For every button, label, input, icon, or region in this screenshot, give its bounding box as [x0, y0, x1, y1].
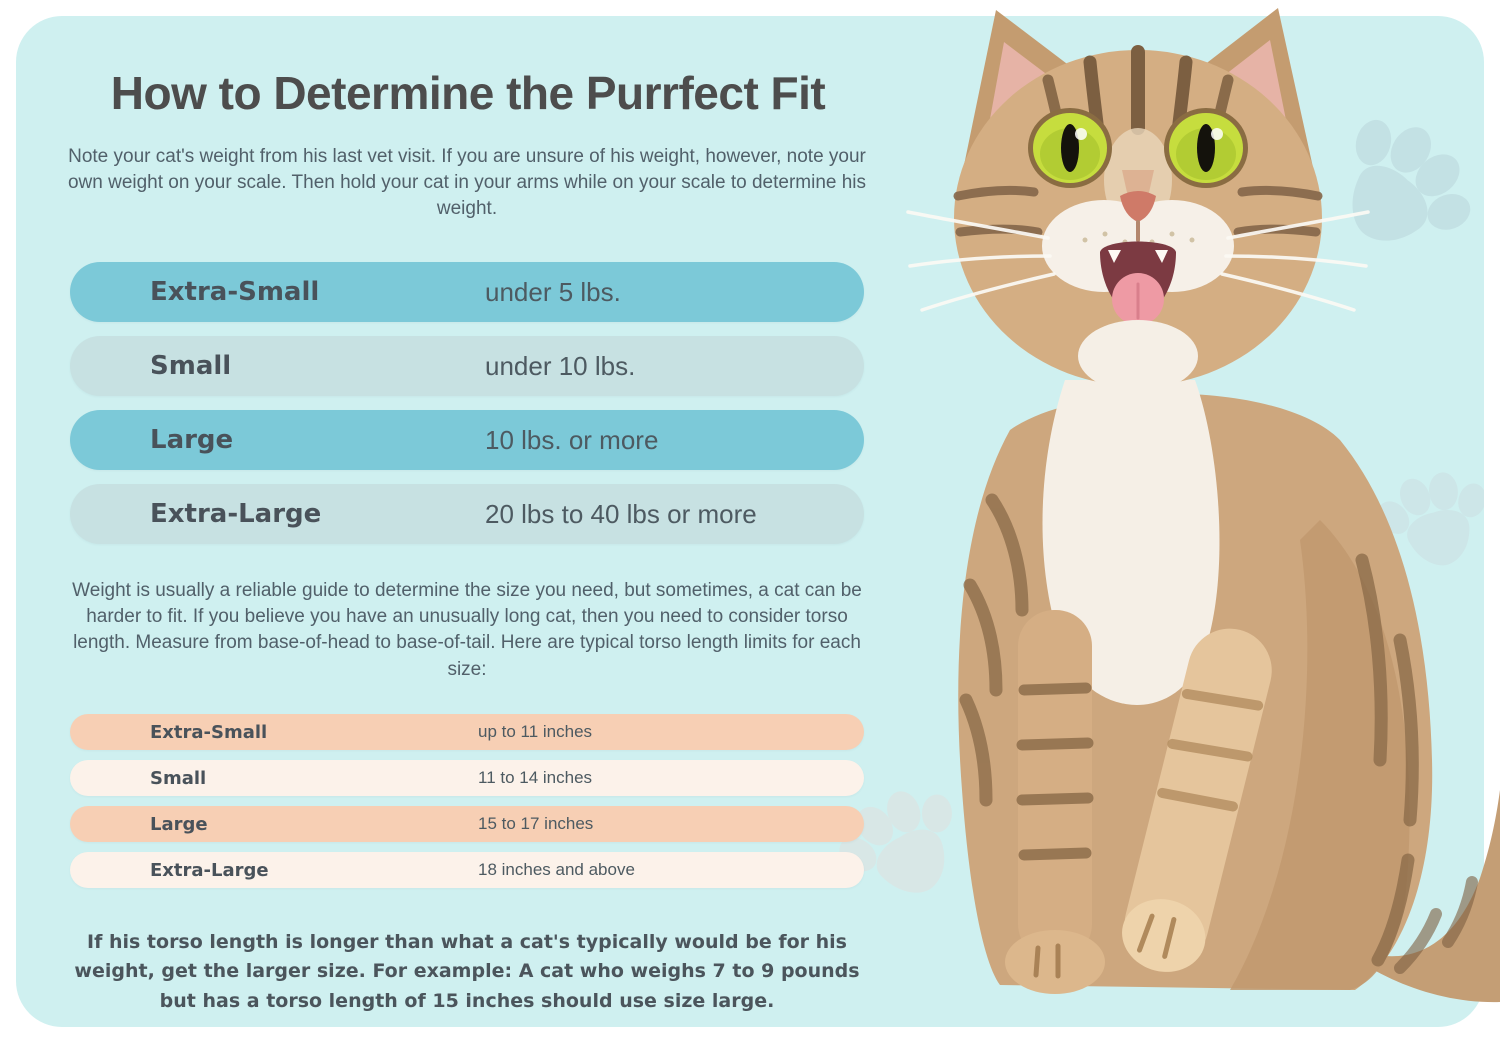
weight-row-extra-small: Extra-Small under 5 lbs.: [70, 262, 864, 322]
footer-note: If his torso length is longer than what …: [74, 931, 860, 1012]
size-label: Small: [150, 767, 207, 789]
weight-value: under 5 lbs.: [485, 276, 621, 307]
weight-value: under 10 lbs.: [485, 350, 636, 381]
torso-row-small: Small 11 to 14 inches: [70, 760, 864, 796]
weight-row-extra-large: Extra-Large 20 lbs to 40 lbs or more: [70, 484, 864, 544]
weight-value: 10 lbs. or more: [485, 424, 659, 455]
size-label: Extra-Large: [150, 859, 269, 881]
torso-value: 18 inches and above: [478, 860, 635, 879]
cat-photo: [906, 8, 1500, 1003]
torso-row-extra-large: Extra-Large 18 inches and above: [70, 852, 864, 888]
torso-value: 11 to 14 inches: [478, 768, 593, 787]
torso-value: up to 11 inches: [478, 722, 593, 741]
torso-value: 15 to 17 inches: [478, 814, 594, 833]
size-label: Large: [150, 425, 234, 455]
torso-row-large: Large 15 to 17 inches: [70, 806, 864, 842]
size-label: Large: [150, 813, 208, 835]
size-label: Small: [150, 351, 232, 381]
intro-text: Note your cat's weight from his last vet…: [67, 146, 867, 220]
page-title: How to Determine the Purrfect Fit: [110, 67, 826, 119]
size-label: Extra-Small: [150, 721, 268, 743]
weight-row-large: Large 10 lbs. or more: [70, 410, 864, 470]
weight-value: 20 lbs to 40 lbs or more: [485, 498, 757, 529]
weight-row-small: Small under 10 lbs.: [70, 336, 864, 396]
torso-note: Weight is usually a reliable guide to de…: [72, 580, 862, 680]
size-label: Extra-Large: [150, 499, 322, 529]
size-label: Extra-Small: [150, 277, 320, 307]
torso-row-extra-small: Extra-Small up to 11 inches: [70, 714, 864, 750]
